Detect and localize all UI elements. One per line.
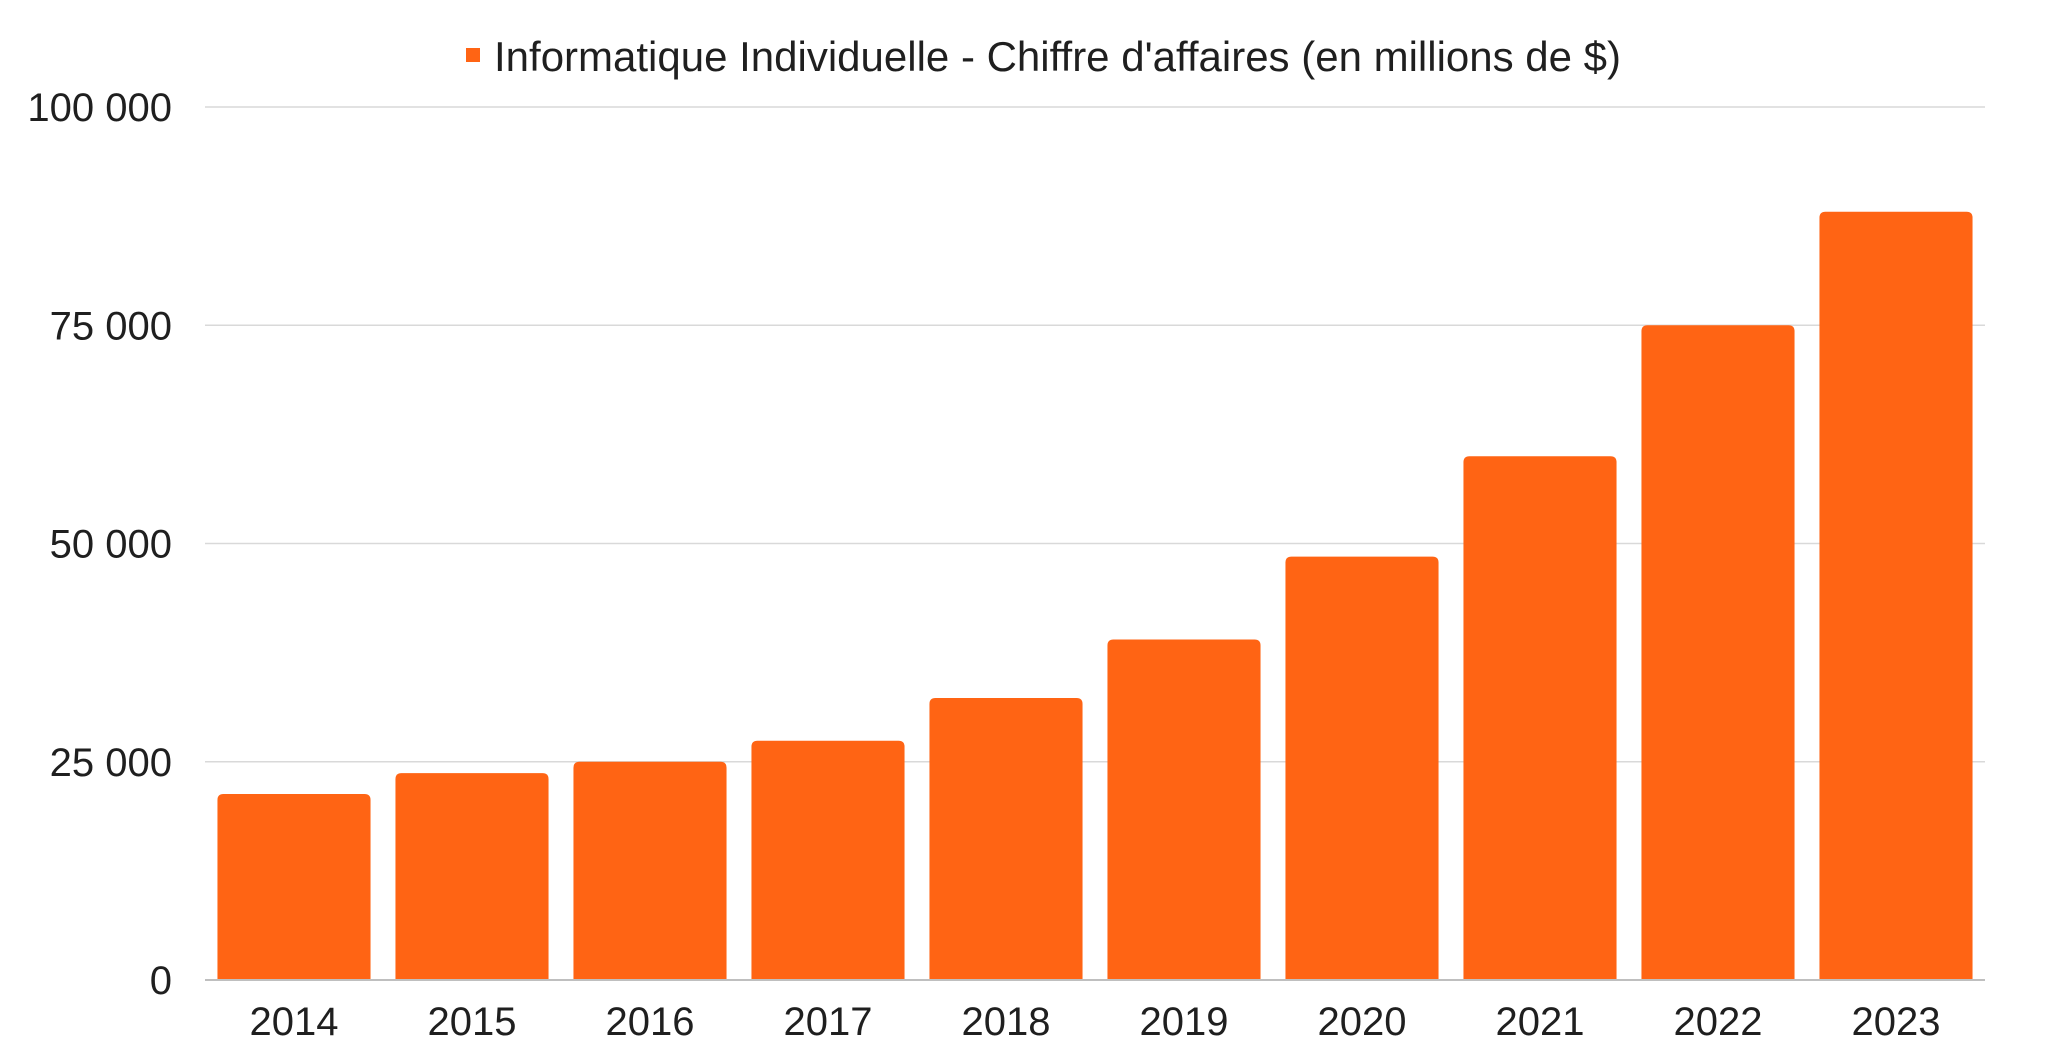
y-tick-label: 50 000 xyxy=(50,523,172,567)
bar-2023 xyxy=(1819,211,1973,980)
x-tick-label: 2022 xyxy=(1674,1000,1763,1044)
bar-2022 xyxy=(1641,325,1795,980)
x-axis-tick-labels: 2014 2015 2016 2017 2018 2019 2020 2021 2022 2023 xyxy=(250,1000,1941,1044)
bar-2021 xyxy=(1463,456,1617,980)
x-tick-label: 2023 xyxy=(1852,1000,1941,1044)
x-tick-label: 2017 xyxy=(784,1000,873,1044)
x-tick-label: 2018 xyxy=(962,1000,1051,1044)
x-tick-label: 2014 xyxy=(250,1000,339,1044)
y-tick-label: 25 000 xyxy=(50,741,172,785)
x-tick-label: 2021 xyxy=(1496,1000,1585,1044)
legend: Informatique Individuelle - Chiffre d'af… xyxy=(466,33,1621,80)
bar-2020 xyxy=(1285,556,1439,980)
bar-2018 xyxy=(929,698,1083,980)
y-tick-label: 100 000 xyxy=(27,86,172,130)
y-tick-label: 75 000 xyxy=(50,304,172,348)
y-axis-tick-labels: 0 25 000 50 000 75 000 100 000 xyxy=(27,86,172,1003)
x-tick-label: 2020 xyxy=(1318,1000,1407,1044)
bars xyxy=(217,211,1973,980)
bar-2015 xyxy=(395,773,549,980)
bar-2016 xyxy=(573,761,727,980)
bar-2014 xyxy=(217,794,371,980)
legend-swatch xyxy=(466,48,480,62)
legend-label: Informatique Individuelle - Chiffre d'af… xyxy=(494,33,1621,80)
x-tick-label: 2015 xyxy=(428,1000,517,1044)
x-tick-label: 2016 xyxy=(606,1000,695,1044)
x-tick-label: 2019 xyxy=(1140,1000,1229,1044)
bar-2019 xyxy=(1107,639,1261,980)
y-tick-label: 0 xyxy=(150,959,172,1003)
bar-2017 xyxy=(751,740,905,980)
